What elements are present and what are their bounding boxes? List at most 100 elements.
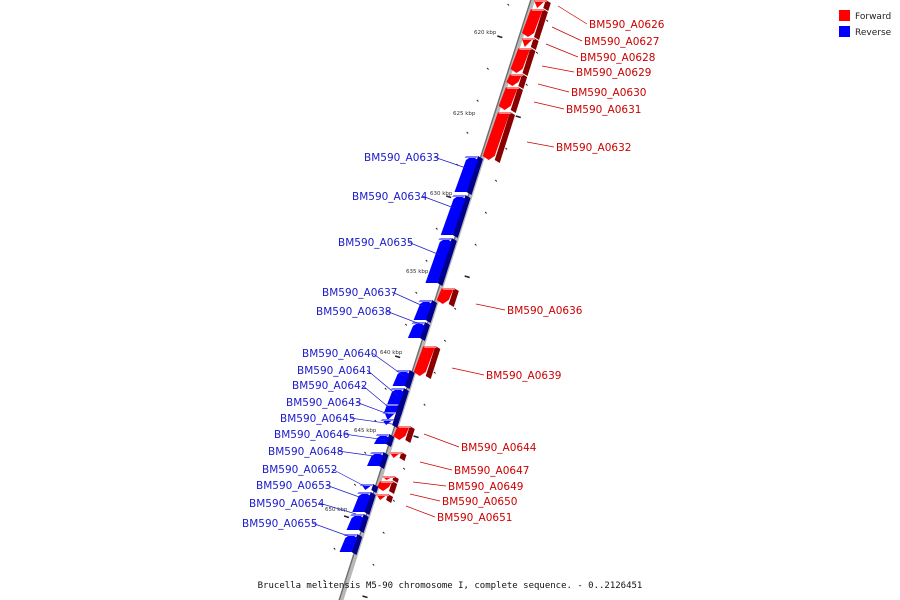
gene-label[interactable]: BM590_A0645 bbox=[280, 413, 355, 425]
tick-dash bbox=[413, 435, 419, 439]
leader-line bbox=[409, 493, 441, 502]
gene-feature[interactable] bbox=[440, 195, 471, 238]
leader-line bbox=[366, 369, 399, 397]
gene-label[interactable]: BM590_A0642 bbox=[292, 380, 367, 392]
gene-feature-highlight bbox=[396, 370, 410, 372]
tick-dash bbox=[402, 467, 406, 470]
gene-feature[interactable] bbox=[374, 434, 395, 447]
tick-dash bbox=[404, 323, 408, 326]
legend-label-reverse: Reverse bbox=[855, 28, 892, 38]
gene-label[interactable]: BM590_A0629 bbox=[576, 67, 651, 79]
leader-line bbox=[423, 433, 460, 448]
tick-dash bbox=[333, 547, 336, 550]
gene-feature[interactable] bbox=[506, 74, 528, 89]
gene-label[interactable]: BM590_A0650 bbox=[442, 496, 517, 508]
gene-feature-body bbox=[392, 370, 410, 386]
gene-feature-shade bbox=[452, 195, 471, 238]
leader-line bbox=[421, 195, 455, 209]
gene-label[interactable]: BM590_A0637 bbox=[322, 287, 397, 299]
gene-label[interactable]: BM590_A0640 bbox=[302, 348, 377, 360]
gene-label[interactable]: BM590_A0636 bbox=[507, 305, 583, 317]
gene-feature[interactable] bbox=[425, 238, 457, 286]
gene-label[interactable]: BM590_A0655 bbox=[242, 518, 317, 530]
major-ticks: 620 kbp 625 kbp 630 kbp 635 kbp 640 kbp … bbox=[325, 30, 497, 513]
gene-feature-body bbox=[436, 288, 454, 304]
leader-line bbox=[361, 384, 393, 411]
gene-label[interactable]: BM590_A0654 bbox=[249, 498, 325, 510]
gene-feature[interactable] bbox=[380, 419, 399, 428]
tick-label: 625 kbp bbox=[453, 111, 476, 117]
gene-feature-shade bbox=[425, 346, 441, 379]
tick-dash bbox=[382, 531, 385, 534]
gene-feature-shade bbox=[386, 494, 394, 503]
gene-label[interactable]: BM590_A0653 bbox=[256, 480, 331, 492]
gene-feature-highlight bbox=[385, 404, 399, 406]
gene-label[interactable]: BM590_A0646 bbox=[274, 429, 350, 441]
gene-feature[interactable] bbox=[376, 494, 394, 503]
gene-label[interactable]: BM590_A0635 bbox=[338, 237, 413, 249]
gene-label[interactable]: BM590_A0652 bbox=[262, 464, 337, 476]
leader-line bbox=[385, 310, 421, 325]
leader-line bbox=[343, 433, 387, 441]
gene-feature-shade bbox=[386, 434, 395, 447]
gene-label[interactable]: BM590_A0630 bbox=[571, 87, 646, 99]
gene-feature[interactable] bbox=[510, 48, 536, 76]
tick-dash bbox=[374, 419, 377, 422]
gene-feature-shade bbox=[405, 426, 415, 443]
gene-feature[interactable] bbox=[377, 481, 398, 494]
gene-feature-body bbox=[498, 87, 519, 110]
gene-feature[interactable] bbox=[392, 370, 415, 389]
gene-feature-body bbox=[366, 452, 384, 466]
gene-feature[interactable] bbox=[366, 452, 389, 469]
gene-label[interactable]: BM590_A0628 bbox=[580, 52, 655, 64]
gene-feature[interactable] bbox=[498, 87, 524, 113]
gene-label[interactable]: BM590_A0633 bbox=[364, 152, 439, 164]
gene-feature[interactable] bbox=[413, 346, 441, 379]
gene-feature-shade bbox=[466, 156, 483, 195]
gene-label[interactable]: BM590_A0643 bbox=[286, 397, 361, 409]
gene-feature[interactable] bbox=[339, 534, 363, 555]
gene-feature[interactable] bbox=[389, 452, 407, 461]
gene-feature[interactable] bbox=[346, 514, 369, 533]
leader-line bbox=[337, 450, 375, 457]
gene-feature-highlight bbox=[357, 492, 371, 494]
gene-feature[interactable] bbox=[521, 38, 539, 50]
gene-label[interactable]: BM590_A0638 bbox=[316, 306, 391, 318]
gene-feature[interactable] bbox=[482, 112, 516, 163]
gene-label[interactable]: BM590_A0631 bbox=[566, 104, 641, 116]
gene-feature-body bbox=[521, 38, 534, 47]
gene-feature-shade bbox=[437, 238, 457, 286]
gene-label[interactable]: BM590_A0627 bbox=[584, 36, 659, 48]
gene-label[interactable]: BM590_A0651 bbox=[437, 512, 512, 524]
gene-feature-shade bbox=[358, 514, 369, 533]
gene-feature-body bbox=[413, 300, 432, 320]
gene-feature-shade bbox=[371, 484, 379, 493]
tick-dash bbox=[515, 115, 521, 119]
gene-label[interactable]: BM590_A0647 bbox=[454, 465, 529, 477]
gene-feature-highlight bbox=[397, 426, 412, 428]
gene-feature[interactable] bbox=[381, 476, 399, 483]
gene-feature-highlight bbox=[390, 388, 404, 390]
gene-label[interactable]: BM590_A0641 bbox=[297, 365, 372, 377]
gene-label[interactable]: BM590_A0644 bbox=[461, 442, 537, 454]
gene-feature[interactable] bbox=[521, 9, 548, 40]
leader-line bbox=[475, 303, 506, 311]
gene-feature-highlight bbox=[369, 452, 384, 454]
gene-label[interactable]: BM590_A0649 bbox=[448, 481, 523, 493]
gene-label[interactable]: BM590_A0626 bbox=[589, 19, 665, 31]
gene-feature[interactable] bbox=[393, 426, 415, 443]
gene-label[interactable]: BM590_A0632 bbox=[556, 142, 631, 154]
gene-label[interactable]: BM590_A0634 bbox=[352, 191, 428, 203]
gene-feature[interactable] bbox=[413, 300, 437, 323]
gene-label[interactable]: BM590_A0639 bbox=[486, 370, 561, 382]
gene-feature-highlight bbox=[380, 481, 394, 483]
gene-feature-shade bbox=[425, 300, 437, 323]
gene-feature[interactable] bbox=[384, 388, 409, 415]
gene-feature[interactable] bbox=[454, 156, 483, 195]
gene-feature[interactable] bbox=[352, 492, 376, 515]
gene-feature[interactable] bbox=[533, 0, 551, 11]
tick-label: 620 kbp bbox=[474, 30, 497, 36]
leader-line bbox=[412, 481, 447, 487]
gene-feature[interactable] bbox=[436, 288, 459, 307]
gene-label[interactable]: BM590_A0648 bbox=[268, 446, 343, 458]
